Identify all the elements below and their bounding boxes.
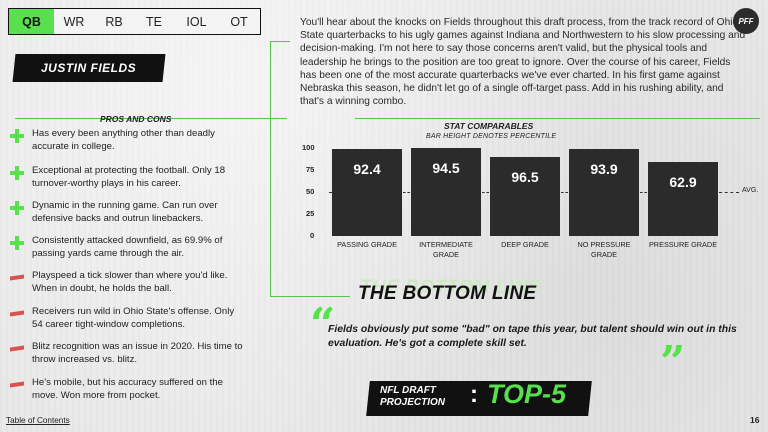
tab-wr[interactable]: WR [63, 14, 85, 29]
x-category-label-line: PRESSURE GRADE [648, 240, 718, 249]
tab-qb[interactable]: QB [9, 9, 54, 34]
y-tick-label: 25 [306, 209, 315, 218]
average-dash [482, 192, 489, 193]
x-category-label: INTERMEDIATE GRADE [403, 240, 489, 260]
con-text: Playspeed a tick slower than where you'd… [32, 270, 228, 294]
pro-text: Exceptional at protecting the football. … [32, 165, 226, 189]
bar-value-label: 96.5 [511, 168, 539, 185]
pro-text: Dynamic in the running game. Can run ove… [32, 200, 218, 224]
connector-line [270, 296, 350, 298]
bar-value-label: 92.4 [353, 160, 381, 177]
tab-rb[interactable]: RB [105, 14, 123, 29]
average-dash [561, 192, 568, 193]
average-dash [403, 192, 410, 193]
connector-line [355, 118, 760, 120]
bottom-line-text: Fields obviously put some "bad" on tape … [328, 324, 737, 349]
plus-icon [10, 201, 24, 215]
player-name: JUSTIN FIELDS [41, 61, 137, 75]
bar [490, 156, 560, 236]
tab-ot[interactable]: OT [230, 14, 248, 29]
x-category-label-line: PASSING GRADE [337, 240, 397, 249]
x-category-label: PRESSURE GRADE [640, 240, 726, 250]
con-item: Playspeed a tick slower than where you'd… [10, 270, 245, 295]
bar [569, 148, 639, 236]
x-category-label: DEEP GRADE [482, 240, 568, 250]
x-category-label: PASSING GRADE [324, 240, 410, 250]
y-tick-label: 100 [302, 143, 315, 152]
bar [332, 148, 402, 236]
pff-logo: PFF [733, 8, 759, 34]
x-category-label-line: INTERMEDIATE [419, 240, 473, 249]
pro-item: Exceptional at protecting the football. … [10, 165, 245, 190]
bottom-line-heading: THE BOTTOM LINE [358, 283, 537, 304]
scouting-summary: You'll hear about the knocks on Fields t… [300, 17, 746, 108]
bar-value-label: 62.9 [669, 174, 697, 191]
average-dash [329, 192, 332, 193]
draft-projection-colon: : [470, 381, 478, 408]
pro-text: Consistently attacked downfield, as 69.9… [32, 235, 223, 259]
tab-te[interactable]: TE [146, 14, 162, 29]
plus-icon [10, 129, 24, 143]
con-text: He's mobile, but his accuracy suffered o… [32, 377, 223, 401]
x-category-label-line: NO PRESSURE [577, 240, 631, 249]
x-category-label-line: DEEP GRADE [501, 240, 549, 249]
page-number: 16 [750, 415, 760, 425]
draft-projection-label-line2: PROJECTION [380, 397, 446, 408]
average-dash [640, 192, 647, 193]
bottom-line-ghost-heading: THE BOTTOM LINE [360, 277, 542, 298]
pro-text: Has every been anything other than deadl… [32, 128, 215, 152]
con-item: Blitz recognition was an issue in 2020. … [10, 341, 245, 366]
connector-line [270, 41, 290, 43]
bar [648, 162, 718, 236]
pro-item: Consistently attacked downfield, as 69.9… [10, 235, 245, 260]
draft-projection-label-line1: NFL DRAFT [380, 385, 436, 396]
minus-icon [10, 274, 24, 281]
bar-value-label: 93.9 [590, 160, 618, 177]
player-name-banner: JUSTIN FIELDS [12, 54, 166, 82]
pro-item: Has every been anything other than deadl… [10, 128, 245, 153]
stat-comparables-subtitle: BAR HEIGHT DENOTES PERCENTILE [426, 133, 557, 140]
connector-line [270, 118, 272, 296]
bar [411, 148, 481, 236]
con-text: Blitz recognition was an issue in 2020. … [32, 341, 243, 365]
position-tabs: QB WR RB TE IOL OT [8, 8, 261, 35]
pff-logo-text: PFF [738, 16, 754, 26]
minus-icon [10, 345, 24, 352]
minus-icon [10, 310, 24, 317]
stat-comparables-title: STAT COMPARABLES [444, 121, 534, 131]
pro-item: Dynamic in the running game. Can run ove… [10, 200, 245, 225]
y-tick-label: 75 [306, 165, 315, 174]
minus-icon [10, 381, 24, 388]
draft-projection-value: TOP-5 [487, 379, 567, 409]
con-text: Receivers run wild in Ohio State's offen… [32, 306, 235, 330]
connector-line [15, 118, 287, 120]
pros-cons-title: PROS AND CONS [100, 114, 172, 124]
plus-icon [10, 166, 24, 180]
con-item: He's mobile, but his accuracy suffered o… [10, 377, 245, 402]
table-of-contents-link[interactable]: Table of Contents [6, 416, 70, 425]
y-tick-label: 0 [310, 231, 315, 240]
tab-iol[interactable]: IOL [186, 14, 207, 29]
x-category-label-line: GRADE [591, 250, 617, 259]
plus-icon [10, 236, 24, 250]
y-tick-label: 50 [306, 187, 315, 196]
x-category-label: NO PRESSURE GRADE [561, 240, 647, 260]
average-label: AVG. [742, 187, 759, 194]
bar-value-label: 94.5 [432, 160, 460, 176]
open-quote-icon: “ [310, 299, 336, 350]
con-item: Receivers run wild in Ohio State's offen… [10, 306, 245, 331]
close-quote-icon: ” [660, 337, 686, 388]
draft-projection-label: NFL DRAFT PROJECTION [380, 385, 445, 409]
percentile-bar-chart: 0 25 50 75 100 92.4 PASSING GRADE 94.5 INTERMEDI… [270, 140, 760, 270]
connector-line [270, 41, 272, 118]
average-dash [719, 192, 739, 193]
x-category-label-line: GRADE [433, 250, 459, 259]
